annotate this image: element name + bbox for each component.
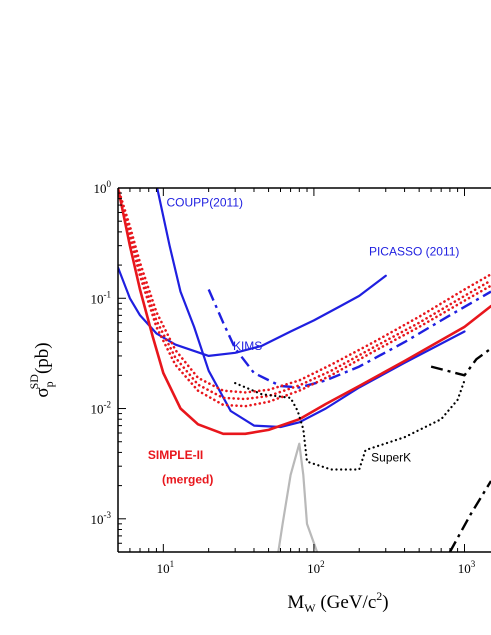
x-axis-title-close: ) xyxy=(382,592,388,613)
annotation-layer: COUPP(2011) PICASSO (2011) KIMS SuperK SIMPL… xyxy=(148,195,460,486)
y-tick-label: 10-2 xyxy=(91,400,112,417)
series-picasso xyxy=(118,266,387,357)
ticks-layer xyxy=(117,187,465,553)
x-axis-title-sub: W xyxy=(304,601,316,615)
series-kims xyxy=(207,289,491,389)
annotation-simple: SIMPLE-II xyxy=(148,448,203,462)
series-superk xyxy=(234,379,466,471)
x-tick-label: 103 xyxy=(458,559,476,576)
y-axis-title: σpSD(pb) xyxy=(27,342,56,397)
series-simple-dot-1 xyxy=(118,188,491,408)
annotation-merged: (merged) xyxy=(162,472,213,486)
series-black-dashdot-upper xyxy=(430,347,491,377)
y-tick-label: 10-3 xyxy=(91,510,112,527)
x-axis-title-sup: 2 xyxy=(376,589,382,603)
series-simple-dot-3 xyxy=(118,188,491,394)
x-tick-label: 102 xyxy=(307,559,325,576)
annotation-kims: KIMS xyxy=(233,339,262,353)
x-axis-title: MW (GeV/c2) xyxy=(287,589,388,615)
series-simple-dot-2 xyxy=(118,188,491,401)
y-tick-label: 10-1 xyxy=(91,289,112,306)
annotation-coupp: COUPP(2011) xyxy=(167,195,243,209)
x-tick-label: 101 xyxy=(157,559,175,576)
x-axis-title-rest: (GeV/c xyxy=(316,592,377,613)
y-tick-label: 100 xyxy=(94,179,112,196)
x-axis-title-main: M xyxy=(287,592,304,613)
series-gray-band xyxy=(277,442,319,552)
annotation-picasso: PICASSO (2011) xyxy=(369,244,459,258)
series-coupp xyxy=(156,188,466,429)
series-black-dashdot-lower xyxy=(448,480,491,552)
y-axis-title-sup: SD xyxy=(27,374,41,390)
y-axis-title-main: σ xyxy=(32,387,53,397)
y-axis-title-sub: p xyxy=(42,381,56,387)
tick-labels-layer: 101 102 103 100 10-1 10-2 10-3 xyxy=(91,179,476,576)
annotation-superk: SuperK xyxy=(371,451,411,465)
series-simple-merged xyxy=(118,188,491,436)
y-axis-title-rest: (pb) xyxy=(32,342,53,374)
series-layer xyxy=(118,188,491,552)
